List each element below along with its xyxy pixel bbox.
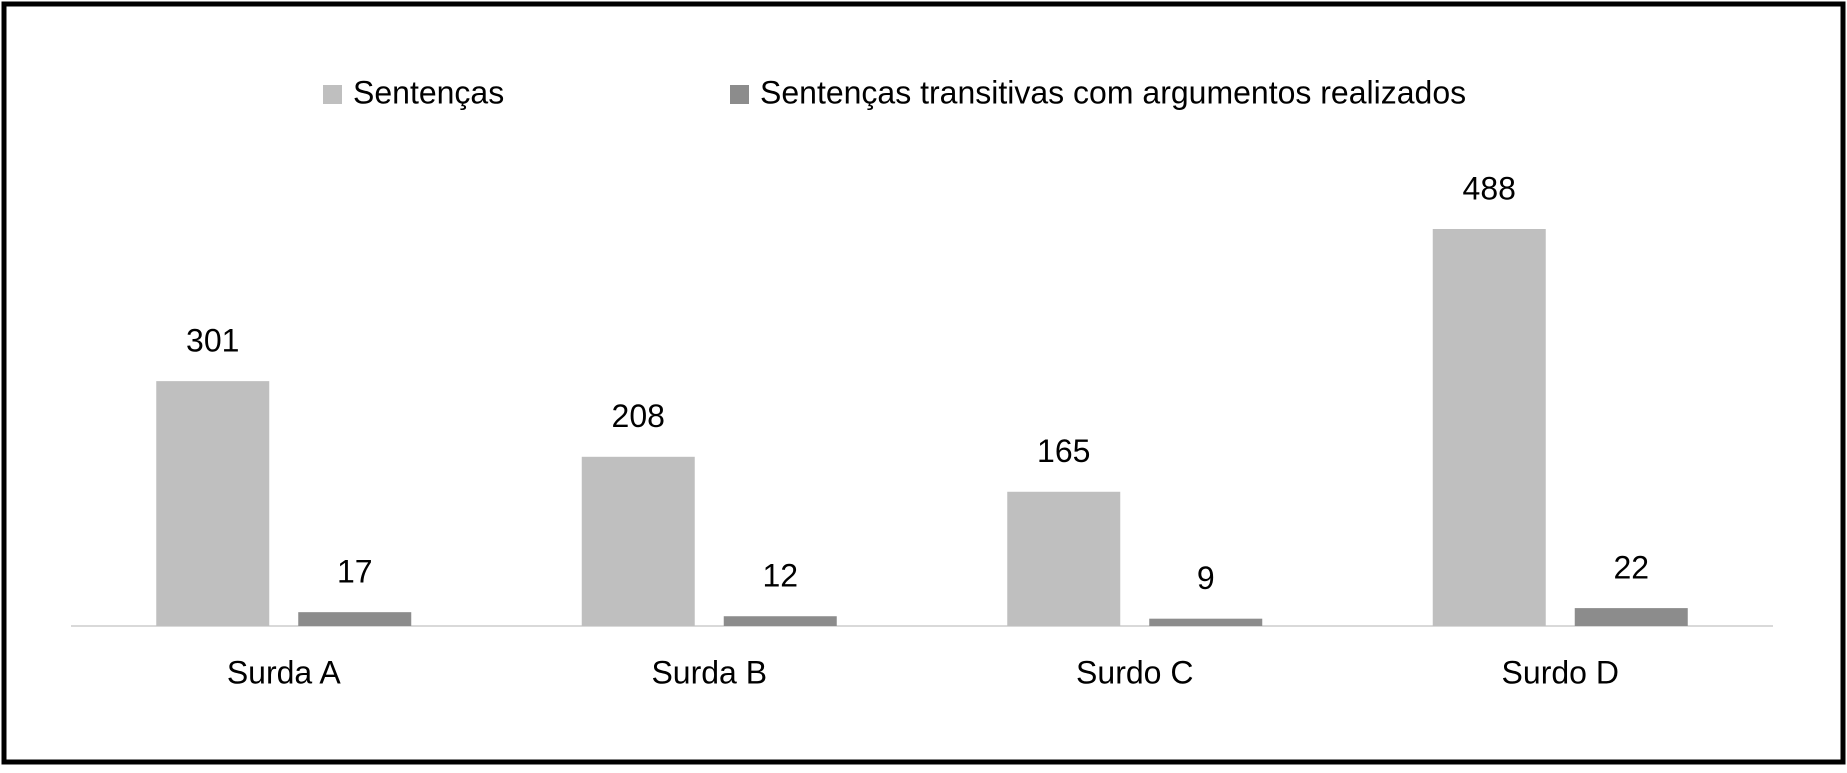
data-label: 301 (186, 323, 239, 359)
data-label: 488 (1463, 170, 1516, 206)
x-tick-label: Surda A (227, 654, 342, 690)
bar (723, 616, 837, 626)
legend-swatch (323, 85, 342, 104)
bar (298, 612, 412, 626)
x-tick-label: Surdo C (1076, 654, 1193, 690)
data-label: 9 (1197, 560, 1215, 596)
data-label: 22 (1613, 550, 1649, 586)
legend-label: Sentenças (353, 74, 504, 110)
bar (1007, 491, 1121, 626)
data-label: 208 (612, 398, 665, 434)
bar (1149, 618, 1263, 626)
bar (156, 381, 270, 626)
x-tick-label: Surda B (651, 654, 767, 690)
data-label: 17 (337, 554, 373, 590)
data-label: 12 (762, 558, 798, 594)
x-tick-label: Surdo D (1502, 654, 1619, 690)
bar (1432, 229, 1546, 626)
legend-swatch (730, 85, 749, 104)
data-label: 165 (1037, 433, 1090, 469)
legend-label: Sentenças transitivas com argumentos rea… (760, 74, 1466, 110)
bar (581, 456, 695, 626)
bar (1574, 608, 1688, 626)
